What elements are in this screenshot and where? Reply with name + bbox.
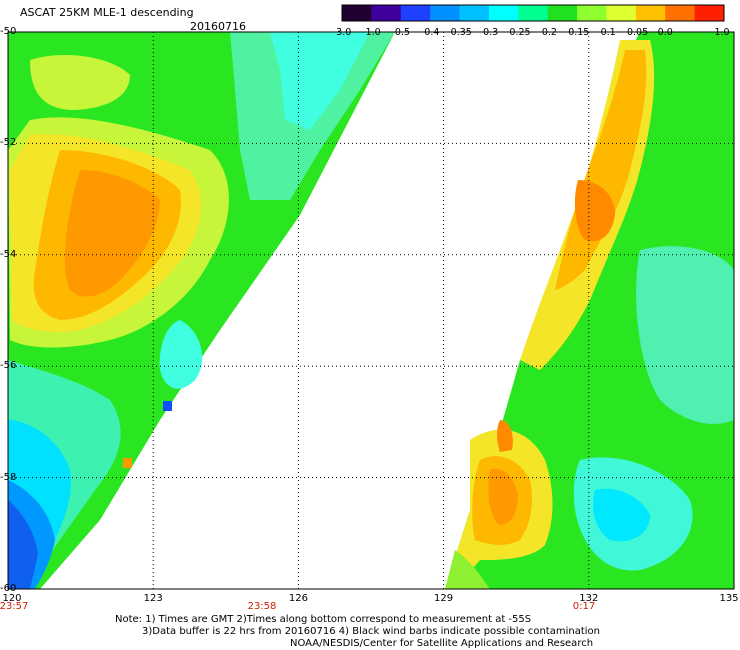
colorbar-segment [400, 5, 431, 21]
footer-note-line1: Note: 1) Times are GMT 2)Times along bot… [115, 614, 532, 625]
west-swath [8, 32, 395, 589]
map-title: ASCAT 25KM MLE-1 descending [20, 6, 194, 19]
colorbar [341, 4, 725, 22]
longitude-tick-label: 135 [719, 593, 739, 604]
latitude-tick-label: -60 [0, 583, 17, 594]
longitude-tick-label: 132 [579, 593, 599, 604]
colorbar-segment [459, 5, 490, 21]
longitude-tick-label: 120 [2, 593, 22, 604]
colorbar-tick-label: -0.2 [538, 27, 557, 38]
east-swath [445, 32, 734, 589]
colorbar-segment [518, 5, 549, 21]
colorbar-segment [694, 5, 725, 21]
colorbar-segment [606, 5, 637, 21]
footer-note-line2: 3)Data buffer is 22 hrs from 20160716 4)… [142, 626, 600, 637]
colorbar-tick-label: -0.3 [479, 27, 499, 38]
time-label: 23:57 [0, 601, 29, 612]
latitude-tick-label: -58 [0, 471, 17, 483]
colorbar-segment [488, 5, 519, 21]
latitude-tick-label: -56 [0, 360, 17, 372]
footer-credit: NOAA/NESDIS/Center for Satellite Applica… [290, 638, 594, 649]
colorbar-tick-label: -0.35 [447, 27, 472, 38]
colorbar-tick-label: -0.1 [597, 27, 616, 38]
graticule [8, 32, 734, 589]
colorbar-tick-label: -0.5 [391, 27, 411, 38]
time-label: 23:58 [247, 601, 277, 612]
colorbar-segment [371, 5, 402, 21]
plot-border [7, 31, 735, 590]
latitude-tick-label: -54 [0, 248, 17, 260]
longitude-tick-label: 129 [434, 593, 454, 604]
colorbar-segment [342, 5, 372, 21]
colorbar-segment [430, 5, 461, 21]
colorbar-tick-label: 0.0 [657, 27, 673, 38]
colorbar-segment [665, 5, 696, 21]
colorbar-tick-label: 1.0 [714, 27, 730, 38]
longitude-tick-label: 123 [143, 593, 163, 604]
colorbar-tick-label: -3.0 [332, 27, 352, 38]
map-plot [8, 32, 734, 589]
latitude-tick-label: -50 [0, 26, 17, 37]
longitude-tick-label: 126 [288, 593, 308, 604]
colorbar-segment [577, 5, 607, 21]
colorbar-tick-label: -0.4 [420, 27, 440, 38]
colorbar-tick-label: -0.25 [506, 27, 531, 38]
colorbar-tick-label: -0.05 [623, 27, 649, 38]
colorbar-segment [635, 5, 666, 21]
colorbar-tick-label: -1.0 [362, 27, 381, 38]
colorbar-tick-label: -0.15 [564, 27, 590, 38]
colorbar-segment [547, 5, 578, 21]
map-date: 20160716 [190, 20, 246, 33]
time-label: 0:17 [572, 601, 596, 612]
latitude-tick-label: -52 [0, 137, 17, 149]
